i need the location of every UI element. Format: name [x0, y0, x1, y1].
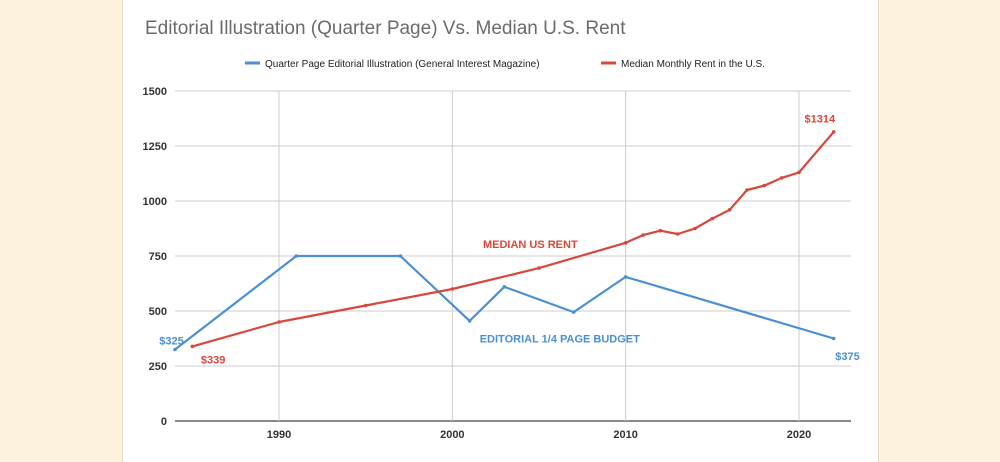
annotation-label: $325 — [159, 336, 183, 348]
chart-title: Editorial Illustration (Quarter Page) Vs… — [145, 18, 626, 39]
annotation-label: MEDIAN US RENT — [483, 239, 578, 251]
x-tick-label: 2000 — [440, 429, 464, 441]
data-point — [831, 130, 836, 134]
data-point — [779, 176, 784, 180]
y-tick-label: 1250 — [143, 141, 167, 153]
data-point — [190, 344, 195, 349]
data-point — [363, 303, 368, 308]
data-point — [571, 310, 576, 314]
y-tick-label: 750 — [149, 251, 167, 263]
data-point — [693, 226, 697, 231]
data-point — [277, 320, 281, 324]
data-point — [623, 275, 628, 279]
y-tick-label: 0 — [161, 416, 167, 428]
x-tick-label: 2010 — [613, 429, 637, 441]
data-point — [450, 287, 455, 291]
chart-panel — [122, 0, 879, 462]
data-point — [675, 232, 680, 236]
data-point — [797, 170, 801, 175]
data-point — [762, 183, 767, 188]
y-tick-label: 1500 — [143, 86, 167, 98]
annotation-label: $1314 — [805, 114, 836, 126]
data-point — [623, 241, 628, 245]
data-point — [294, 254, 299, 258]
data-point — [502, 285, 507, 289]
data-point — [745, 188, 749, 192]
y-tick-label: 1000 — [143, 196, 167, 208]
x-tick-label: 2020 — [787, 429, 811, 441]
data-point — [467, 319, 472, 323]
data-point — [641, 233, 645, 237]
data-point — [727, 208, 732, 212]
data-point — [710, 216, 715, 221]
legend-label: Quarter Page Editorial Illustration (Gen… — [265, 59, 540, 70]
annotation-label: $375 — [835, 351, 859, 363]
data-point — [537, 266, 541, 270]
data-point — [398, 254, 403, 258]
annotation-label: EDITORIAL 1/4 PAGE BUDGET — [480, 334, 640, 346]
data-point — [831, 336, 836, 341]
annotation-label: $339 — [201, 354, 225, 366]
data-point — [173, 347, 177, 352]
y-tick-label: 500 — [149, 306, 167, 318]
data-point — [658, 228, 663, 233]
legend-label: Median Monthly Rent in the U.S. — [621, 59, 765, 70]
x-tick-label: 1990 — [267, 429, 291, 441]
series-line — [173, 254, 835, 351]
y-tick-label: 250 — [149, 361, 167, 373]
